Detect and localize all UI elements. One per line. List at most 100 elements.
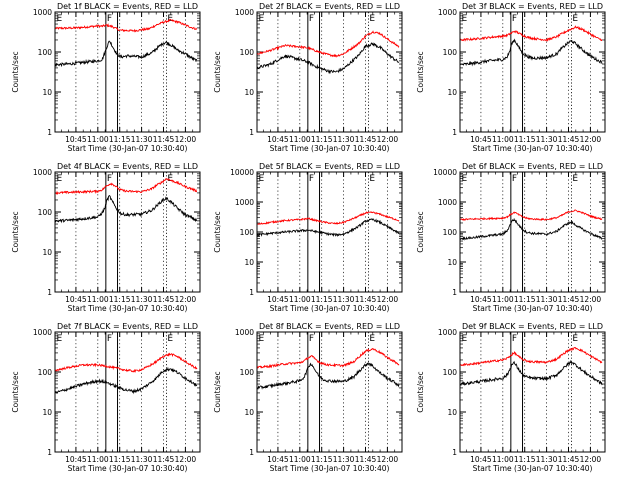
- x-tick-label: 11:00: [87, 295, 109, 304]
- x-tick-label: 11:15: [311, 295, 333, 304]
- x-tick-label: 11:15: [109, 135, 131, 144]
- y-tick-label: 10000: [433, 168, 457, 177]
- plot-frame: [54, 331, 201, 453]
- y-tick-label: 1: [452, 288, 457, 297]
- panel-4: Det 4f BLACK = Events, RED = LLD 1 10 100 10…: [11, 162, 201, 313]
- marker-label: E: [572, 14, 578, 24]
- x-tick-label: 10:45: [470, 135, 492, 144]
- x-tick-label: 10:45: [267, 135, 289, 144]
- x-tick-label: 11:45: [558, 295, 580, 304]
- panel-title: Det 2f BLACK = Events, RED = LLD: [259, 2, 400, 11]
- y-tick-label: 1: [452, 128, 457, 137]
- x-tick-label: 11:45: [355, 455, 377, 464]
- y-tick-label: 100: [443, 48, 458, 57]
- y-tick-label: 1000: [33, 328, 52, 337]
- x-axis-label: Start Time (30-Jan-07 10:30:40): [473, 464, 593, 473]
- x-tick-label: 11:00: [289, 135, 311, 144]
- panel-title: Det 9f BLACK = Events, RED = LLD: [462, 322, 603, 331]
- y-tick-label: 100: [38, 368, 53, 377]
- marker-label: F: [512, 14, 517, 24]
- x-tick-label: 10:45: [65, 295, 87, 304]
- x-tick-label: 12:00: [175, 295, 197, 304]
- x-tick-label: 11:30: [131, 135, 153, 144]
- y-tick-label: 100: [443, 228, 458, 237]
- series-lld-line: [55, 352, 198, 373]
- x-tick-label: 11:30: [536, 295, 558, 304]
- series-events-line: [55, 195, 198, 224]
- x-tick-label: 10:45: [65, 135, 87, 144]
- y-axis-label: Counts/sec: [11, 211, 20, 252]
- y-axis-label: Counts/sec: [416, 211, 425, 252]
- marker-label: E: [572, 334, 578, 344]
- x-axis-label: Start Time (30-Jan-07 10:30:40): [270, 304, 390, 313]
- x-tick-label: 10:45: [267, 295, 289, 304]
- marker-label: F: [309, 14, 314, 24]
- marker-label: E: [258, 14, 264, 24]
- x-tick-label: 11:30: [131, 295, 153, 304]
- y-axis-label: Counts/sec: [213, 211, 222, 252]
- x-tick-label: 11:45: [558, 135, 580, 144]
- x-tick-label: 11:45: [153, 295, 175, 304]
- series-lld-line: [55, 18, 198, 33]
- series-lld-line: [257, 211, 400, 226]
- x-tick-label: 11:30: [333, 135, 355, 144]
- x-tick-label: 11:45: [153, 135, 175, 144]
- y-tick-label: 100: [38, 208, 53, 217]
- panel-title: Det 7f BLACK = Events, RED = LLD: [57, 322, 198, 331]
- plot-frame: [459, 331, 606, 453]
- y-tick-label: 100: [38, 48, 53, 57]
- y-tick-label: 1: [249, 448, 254, 457]
- series-events-line: [460, 359, 603, 386]
- marker-label: F: [309, 174, 314, 184]
- panel-title: Det 4f BLACK = Events, RED = LLD: [57, 162, 198, 171]
- y-tick-label: 10: [42, 408, 52, 417]
- y-tick-label: 100: [240, 228, 255, 237]
- x-tick-label: 11:00: [492, 295, 514, 304]
- series-lld-line: [55, 178, 197, 196]
- x-tick-label: 12:00: [377, 135, 399, 144]
- x-tick-label: 10:45: [65, 455, 87, 464]
- x-tick-label: 10:45: [470, 295, 492, 304]
- plot-frame: [54, 11, 201, 133]
- series-events-line: [460, 217, 603, 241]
- x-tick-label: 12:00: [580, 135, 602, 144]
- panel-7: Det 7f BLACK = Events, RED = LLD 1 10 100 10…: [11, 322, 201, 473]
- marker-label: E: [56, 14, 62, 24]
- y-tick-label: 1: [47, 288, 52, 297]
- x-axis-label: Start Time (30-Jan-07 10:30:40): [68, 304, 188, 313]
- y-tick-label: 10: [42, 248, 52, 257]
- y-tick-label: 1000: [33, 168, 52, 177]
- series-lld-line: [257, 30, 400, 58]
- y-tick-label: 1000: [33, 8, 52, 17]
- y-tick-label: 1000: [438, 328, 457, 337]
- panel-8: Det 8f BLACK = Events, RED = LLD 1 10 100 10…: [213, 322, 403, 473]
- x-axis-label: Start Time (30-Jan-07 10:30:40): [68, 144, 188, 153]
- y-tick-label: 1000: [438, 198, 457, 207]
- x-tick-label: 12:00: [377, 295, 399, 304]
- x-axis-label: Start Time (30-Jan-07 10:30:40): [473, 304, 593, 313]
- series-lld-line: [460, 346, 603, 367]
- panel-6: Det 6f BLACK = Events, RED = LLD 1 10 100 10…: [416, 162, 606, 313]
- marker-label: F: [309, 334, 314, 344]
- marker-label: F: [107, 14, 112, 24]
- x-tick-label: 11:15: [311, 455, 333, 464]
- plot-frame: [256, 11, 403, 133]
- panel-1: Det 1f BLACK = Events, RED = LLD 1 10 100 10…: [11, 2, 201, 153]
- y-tick-label: 1: [47, 128, 52, 137]
- panel-title: Det 5f BLACK = Events, RED = LLD: [259, 162, 400, 171]
- marker-label: E: [369, 334, 375, 344]
- series-events-line: [55, 366, 198, 395]
- marker-label: E: [369, 14, 375, 24]
- y-tick-label: 10: [447, 258, 457, 267]
- x-axis-label: Start Time (30-Jan-07 10:30:40): [270, 464, 390, 473]
- marker-label: E: [56, 334, 62, 344]
- y-tick-label: 10: [447, 408, 457, 417]
- y-tick-label: 1: [249, 128, 254, 137]
- y-tick-label: 10: [42, 88, 52, 97]
- y-tick-label: 1000: [235, 328, 254, 337]
- plot-frame: [256, 331, 403, 453]
- series-lld-line: [257, 348, 400, 369]
- x-tick-label: 11:15: [514, 455, 536, 464]
- marker-label: E: [258, 334, 264, 344]
- x-tick-label: 11:15: [109, 295, 131, 304]
